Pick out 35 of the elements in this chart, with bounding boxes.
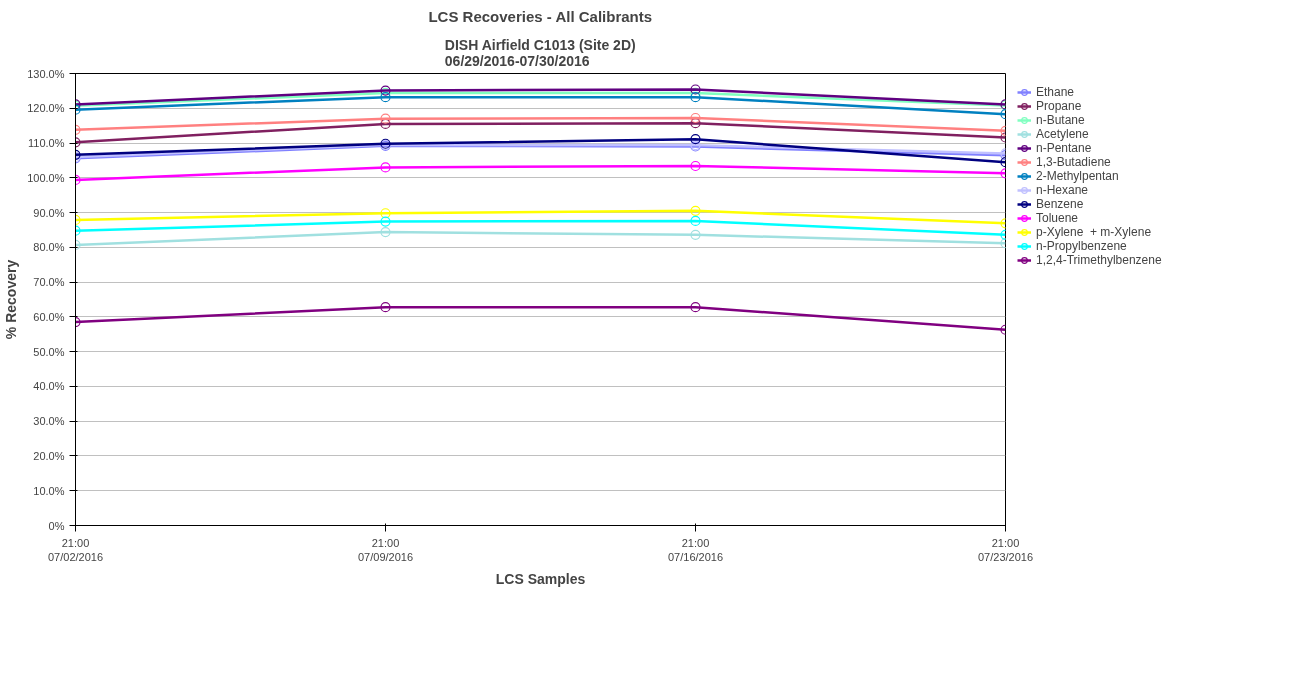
y-tick-label: 70.0% bbox=[33, 276, 65, 289]
legend-label: Ethane bbox=[1036, 85, 1075, 99]
y-tick-label: 100.0% bbox=[27, 171, 65, 184]
y-tick-label: 130.0% bbox=[27, 67, 65, 80]
chart-title: LCS Recoveries - All Calibrants bbox=[428, 7, 653, 25]
x-tick-label: 21:00 07/02/2016 bbox=[47, 536, 104, 563]
y-tick-label: 90.0% bbox=[33, 206, 65, 219]
x-tick-label: 21:00 07/09/2016 bbox=[357, 536, 414, 563]
legend-label: n-Hexane bbox=[1036, 183, 1089, 197]
y-tick-label: 40.0% bbox=[33, 380, 65, 393]
legend-label: n-Propylbenzene bbox=[1036, 239, 1127, 253]
legend-label: 1,3-Butadiene bbox=[1036, 155, 1111, 169]
y-axis-title: % Recovery bbox=[3, 259, 20, 340]
legend-label: Toluene bbox=[1036, 211, 1079, 225]
legend-label: Acetylene bbox=[1036, 127, 1089, 141]
legend-label: 2-Methylpentan bbox=[1036, 169, 1119, 183]
y-tick-label: 10.0% bbox=[33, 484, 65, 497]
y-tick-label: 30.0% bbox=[33, 415, 65, 428]
y-tick-label: 120.0% bbox=[27, 102, 65, 115]
x-tick-label: 21:00 07/16/2016 bbox=[667, 536, 724, 563]
y-tick-label: 50.0% bbox=[33, 345, 65, 358]
chart-subtitle: DISH Airfield C1013 (Site 2D) 06/29/2016-07/30/2016 bbox=[444, 36, 636, 69]
y-tick-label: 80.0% bbox=[33, 241, 65, 254]
legend-label: n-Pentane bbox=[1036, 141, 1092, 155]
y-tick-label: 110.0% bbox=[28, 137, 65, 150]
legend-label: n-Butane bbox=[1036, 113, 1085, 127]
x-tick-label: 21:00 07/23/2016 bbox=[977, 536, 1034, 563]
legend-label: 1,2,4-Trimethylbenzene bbox=[1036, 253, 1162, 267]
y-tick-label: 0% bbox=[48, 519, 65, 532]
y-tick-label: 60.0% bbox=[33, 310, 65, 323]
legend-label: Propane bbox=[1036, 99, 1082, 113]
y-tick-label: 20.0% bbox=[33, 449, 65, 462]
x-axis-title: LCS Samples bbox=[495, 570, 586, 587]
legend-label: p-Xylene + m-Xylene bbox=[1036, 225, 1152, 239]
legend-label: Benzene bbox=[1036, 197, 1084, 211]
